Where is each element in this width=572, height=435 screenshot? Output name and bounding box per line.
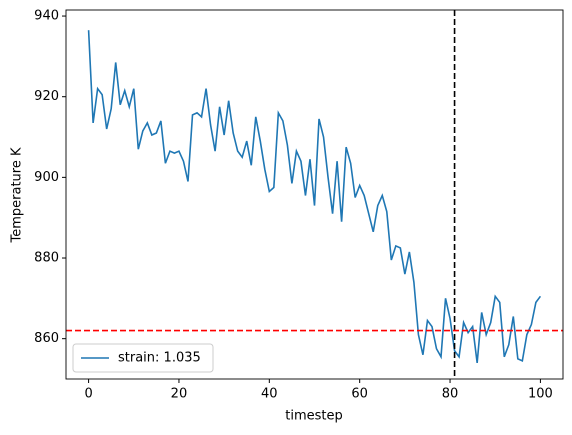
x-tick-label: 80	[442, 387, 459, 402]
y-tick-label: 940	[34, 9, 59, 24]
x-tick-label: 40	[261, 387, 278, 402]
legend-label: strain: 1.035	[118, 351, 201, 366]
plot-frame	[65, 9, 564, 380]
x-tick-label: 100	[528, 387, 553, 402]
legend	[72, 343, 214, 373]
y-tick-label: 860	[34, 331, 59, 346]
x-tick-label: 20	[171, 387, 188, 402]
y-axis-label: Temperature K	[10, 147, 25, 243]
data-line	[87, 30, 542, 363]
y-tick-label: 900	[34, 170, 59, 185]
x-tick-label: 0	[84, 387, 92, 402]
x-axis-label: timestep	[285, 409, 343, 424]
y-tick-label: 880	[34, 251, 59, 266]
y-tick-label: 920	[34, 89, 59, 104]
x-tick-label: 60	[351, 387, 368, 402]
